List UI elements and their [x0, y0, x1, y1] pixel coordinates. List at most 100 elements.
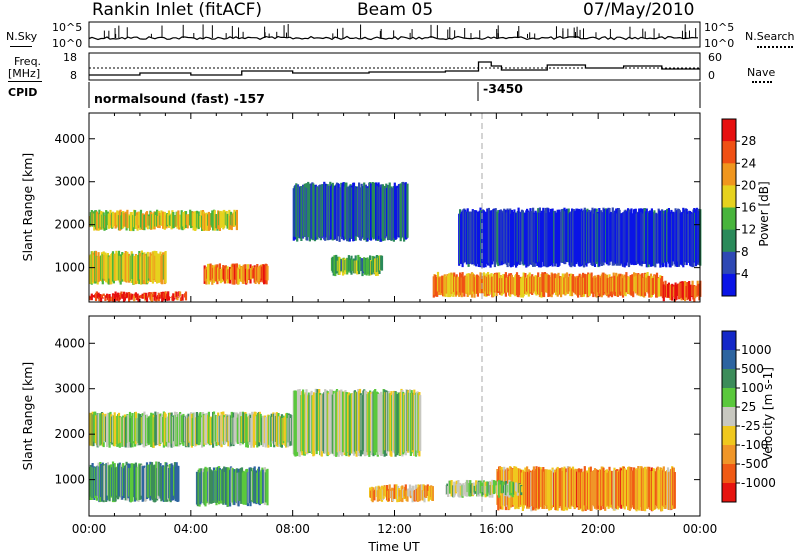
velocity-data [89, 388, 676, 512]
data-cell [105, 296, 108, 298]
beam-title: Beam 05 [357, 0, 434, 20]
data-cell [115, 293, 118, 301]
y-tick-label: 1000 [54, 473, 85, 487]
colorbar-tick-label: -500 [741, 457, 768, 471]
data-cell [406, 183, 409, 238]
colorbar-swatch [722, 350, 736, 370]
nsky-solid-line [10, 46, 32, 47]
colorbar-swatch [722, 407, 736, 427]
colorbar-frame [721, 330, 737, 503]
colorbar-tick-label: 100 [741, 381, 764, 395]
colorbar-swatch [722, 163, 736, 186]
data-cell [106, 293, 109, 297]
noise-right-tick-top: 10^5 [704, 21, 735, 34]
data-cell [380, 255, 384, 271]
freq-label: Freq. [14, 55, 42, 68]
nave-dotted-line [752, 81, 772, 83]
data-cell [175, 291, 178, 300]
data-cell [101, 297, 104, 299]
data-cell [520, 486, 524, 493]
x-tick-label: 12:00 [377, 522, 412, 536]
colorbar-tick-label: 1000 [741, 343, 772, 357]
data-cell [266, 468, 269, 506]
data-cell [179, 297, 182, 301]
data-cell [100, 295, 103, 302]
y-tick-label: 2000 [54, 218, 85, 232]
data-cell [235, 209, 238, 231]
y-tick-label: 3000 [54, 175, 85, 189]
data-cell [266, 265, 269, 281]
colorbar-swatch [722, 331, 736, 351]
colorbar-swatch [722, 483, 736, 503]
noise-spikes [103, 24, 697, 38]
data-cell [108, 294, 111, 298]
freq-panel-frame [88, 52, 701, 81]
colorbar-swatch [722, 426, 736, 446]
noise-left-tick-top: 10^5 [52, 21, 83, 34]
data-cell [177, 297, 180, 298]
colorbar-swatch [722, 185, 736, 208]
y-tick-label: 3000 [54, 382, 85, 396]
freq-left-tick-top: 18 [63, 51, 77, 64]
freq-unit-label: [MHz] [8, 67, 41, 80]
colorbar-tick-label: -25 [741, 419, 761, 433]
colorbar-tick-label: 12 [741, 223, 756, 237]
colorbar-swatch [722, 141, 736, 164]
data-cell [177, 465, 180, 502]
colorbar-tick-label: -1000 [741, 476, 776, 490]
nave-label: Nave [747, 66, 776, 79]
data-cell [167, 291, 170, 300]
data-cell [179, 291, 182, 296]
freq-solid-line [8, 81, 42, 82]
x-tick-label: 04:00 [174, 522, 209, 536]
y-tick-label: 4000 [54, 336, 85, 350]
power-colorbar: 4 8 12 16 20 24 28 [721, 118, 756, 297]
x-tick-label: 16:00 [479, 522, 514, 536]
colorbar-tick-label: 24 [741, 156, 756, 170]
noise-left-tick-bottom: 10^0 [52, 37, 83, 50]
data-cell [167, 296, 171, 301]
power-ylabel: Slant Range [km] [20, 153, 35, 262]
velocity-ylabel: Slant Range [km] [20, 362, 35, 471]
power-colorbar-label: Power [dB] [757, 181, 771, 246]
data-cell [181, 294, 184, 301]
x-tick-label: 08:00 [275, 522, 310, 536]
data-cell [156, 296, 159, 300]
colorbar-tick-label: 28 [741, 134, 756, 148]
y-tick-label: 4000 [54, 132, 85, 146]
data-cell [113, 293, 116, 302]
data-cell [158, 296, 161, 299]
data-cell [427, 490, 430, 502]
noise-panel-frame [88, 21, 701, 48]
data-cell [173, 297, 176, 300]
colorbar-tick-label: 500 [741, 362, 764, 376]
data-cell [117, 292, 120, 301]
colorbar-swatch [722, 445, 736, 465]
data-cell [133, 295, 136, 302]
colorbar-swatch [722, 251, 736, 275]
data-cell [172, 293, 175, 302]
colorbar-swatch [722, 369, 736, 389]
x-tick-label: 00:00 [683, 522, 718, 536]
data-cell [426, 484, 429, 496]
y-tick-label: 2000 [54, 427, 85, 441]
nsearch-label: N.Search [745, 30, 795, 43]
data-cell [91, 295, 94, 297]
xlabel: Time UT [367, 539, 420, 554]
power-axes: 1000 2000 3000 4000 [54, 113, 701, 302]
data-cell [145, 292, 148, 300]
data-cell [152, 291, 155, 297]
data-cell [184, 291, 188, 301]
data-cell [408, 484, 412, 496]
data-cell [176, 296, 179, 301]
data-cell [104, 295, 107, 301]
freq-line [89, 61, 700, 76]
nsky-label: N.Sky [6, 30, 38, 43]
data-cell [137, 296, 140, 302]
colorbar-tick-label: 8 [741, 245, 749, 259]
station-title: Rankin Inlet (fitACF) [92, 0, 263, 20]
date-title: 07/May/2010 [583, 0, 695, 20]
power-data [89, 181, 702, 302]
data-cell [134, 292, 137, 298]
